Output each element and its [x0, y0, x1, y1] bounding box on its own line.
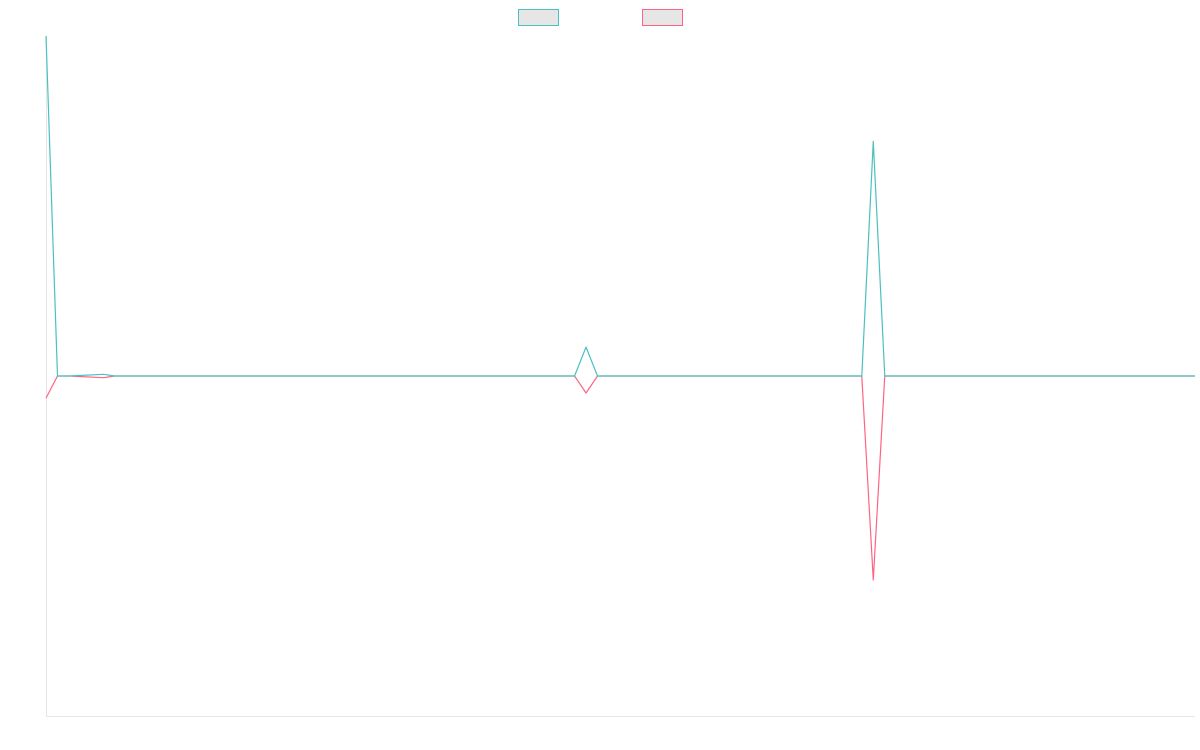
series-line-1	[45, 35, 1195, 377]
legend-swatch-2[interactable]	[642, 9, 683, 26]
series-layer	[45, 35, 1195, 581]
axes	[46, 36, 1195, 717]
legend-swatch-1[interactable]	[518, 9, 559, 26]
legend	[518, 9, 683, 26]
series-line-2	[45, 375, 1195, 581]
